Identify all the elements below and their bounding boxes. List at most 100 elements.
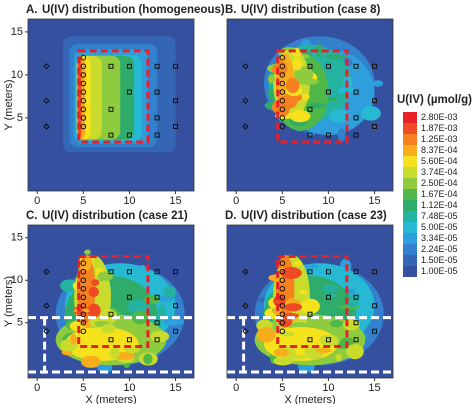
- sampler-marker: [173, 328, 179, 334]
- well-marker: [80, 302, 87, 309]
- sampler-marker: [307, 63, 313, 69]
- contour-patch: [60, 279, 79, 293]
- well-marker: [80, 54, 87, 61]
- monitor-marker: [43, 63, 50, 70]
- monitor-marker: [242, 328, 249, 335]
- panel-title: U(IV) distribution (case 8): [241, 4, 380, 16]
- colorbar-label: 2.80E-03: [421, 112, 458, 122]
- sampler-marker: [372, 303, 378, 309]
- sampler-marker: [325, 132, 331, 138]
- sampler-marker: [372, 63, 378, 69]
- sampler-marker: [108, 132, 114, 138]
- sampler-marker: [173, 303, 179, 309]
- treatment-zone: [77, 49, 150, 144]
- well-marker: [80, 285, 87, 292]
- contour-patch: [100, 271, 113, 281]
- contour-patch: [360, 106, 381, 121]
- colorbar-band: [403, 189, 417, 200]
- colorbar-label: 1.50E-05: [421, 255, 458, 265]
- colorbar-label: 1.25E-03: [421, 134, 458, 144]
- sampler-marker: [372, 98, 378, 104]
- sampler-marker: [307, 337, 313, 343]
- colorbar-label: 1.67E-04: [421, 189, 458, 199]
- sampler-marker: [154, 269, 160, 275]
- well-marker: [80, 63, 87, 70]
- sampler-marker: [307, 269, 313, 275]
- sampler-marker: [154, 294, 160, 300]
- well-marker: [279, 72, 286, 78]
- sampler-marker: [126, 269, 132, 275]
- colorbar-label: 1.87E-03: [421, 123, 458, 133]
- well-marker: [279, 80, 286, 87]
- sampler-marker: [154, 115, 160, 121]
- monitor-marker: [242, 123, 249, 130]
- y-axis-label: Y (meters): [3, 276, 15, 327]
- contour-patch: [335, 353, 342, 362]
- contour-patch: [289, 110, 311, 123]
- colorbar-label: 2.50E-04: [421, 178, 458, 188]
- well-marker: [80, 328, 87, 335]
- monitor-marker: [43, 97, 50, 104]
- well-marker: [80, 277, 87, 284]
- well-marker: [279, 54, 286, 61]
- sampler-marker: [325, 63, 331, 69]
- x-tick-label: 15: [169, 195, 181, 207]
- sampler-marker: [154, 89, 160, 95]
- contour-patch: [304, 264, 318, 269]
- contour-patch: [158, 296, 174, 303]
- contour-patch: [284, 303, 303, 312]
- sampler-marker: [154, 320, 160, 326]
- contour-patch: [87, 303, 101, 318]
- x-tick-label: 10: [123, 382, 135, 394]
- monitor-marker: [43, 268, 50, 275]
- x-tick-label: 5: [80, 382, 86, 394]
- contour-patch: [94, 320, 106, 327]
- sampler-marker: [108, 63, 114, 69]
- y-tick-label: 5: [17, 317, 23, 329]
- well-marker: [279, 97, 286, 104]
- treatment-zone: [276, 49, 349, 144]
- panel-title: U(IV) distribution (homogeneous): [42, 4, 225, 16]
- contour-patch: [273, 295, 286, 307]
- contour-patch: [276, 358, 286, 363]
- monitor-marker: [242, 302, 249, 309]
- contour-patch: [150, 330, 170, 343]
- sampler-marker: [173, 98, 179, 104]
- sampler-marker: [372, 269, 378, 275]
- colorbar-title: U(IV) (µmol/g): [397, 94, 472, 106]
- x-tick-label: 15: [368, 195, 380, 207]
- contour-patch: [300, 298, 320, 314]
- sampler-marker: [154, 132, 160, 138]
- well-marker: [279, 328, 286, 335]
- well-marker: [80, 123, 87, 130]
- well-marker: [80, 89, 87, 95]
- sampler-marker: [353, 294, 359, 300]
- contour-patch: [337, 128, 346, 142]
- x-tick-label: 0: [233, 195, 239, 207]
- sampler-marker: [353, 115, 359, 121]
- contour-patch: [83, 257, 92, 271]
- well-marker: [279, 302, 286, 309]
- colorbar-band: [403, 123, 417, 134]
- well-marker: [279, 123, 286, 130]
- well-marker: [279, 89, 286, 95]
- treatment-zone: [276, 254, 349, 349]
- well-marker: [279, 294, 286, 301]
- well-marker: [279, 285, 286, 292]
- panel-title: U(IV) distribution (case 23): [241, 210, 387, 222]
- sampler-marker: [325, 89, 331, 95]
- contour-patch: [321, 284, 339, 292]
- well-marker: [80, 268, 87, 275]
- sampler-marker: [126, 132, 132, 138]
- sampler-marker: [325, 294, 331, 300]
- contour-patch: [256, 327, 276, 343]
- colorbar-band: [403, 211, 417, 222]
- sampler-marker: [173, 124, 179, 129]
- well-marker: [279, 260, 286, 267]
- panel-title: U(IV) distribution (case 21): [42, 210, 188, 222]
- contour-patch: [267, 74, 276, 84]
- sampler-marker: [353, 89, 359, 95]
- x-tick-label: 10: [322, 195, 334, 207]
- y-tick-label: 5: [17, 112, 23, 124]
- sampler-marker: [353, 337, 359, 343]
